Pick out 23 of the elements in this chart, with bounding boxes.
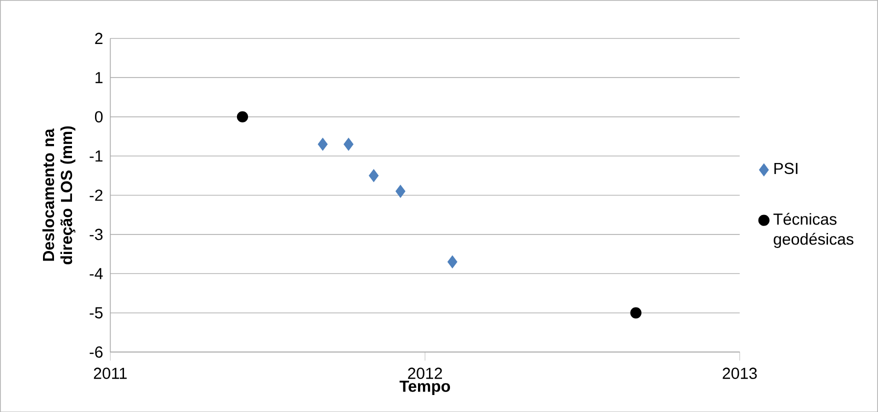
point — [368, 169, 379, 182]
y-tick-label: -5 — [90, 307, 103, 318]
y-tick-label: -6 — [90, 346, 103, 358]
legend-label: Técnicas geodésicas — [773, 212, 854, 248]
y-tick-label: 0 — [94, 110, 103, 122]
point — [318, 138, 328, 150]
legend-label: PSI — [774, 162, 798, 174]
y-axis-title: Deslocamento na direção LOS (mm) — [42, 126, 76, 264]
x-tick-label: 2013 — [722, 367, 757, 379]
y-tick-label: -1 — [90, 150, 102, 162]
point — [344, 138, 354, 150]
x-tick-label: 2011 — [94, 367, 127, 379]
y-tick-label: 2 — [95, 32, 102, 44]
y-tick-label: -2 — [90, 189, 102, 201]
point — [630, 307, 642, 318]
x-axis-title: Tempo — [400, 380, 450, 395]
point — [396, 184, 406, 198]
y-tick-label: 1 — [96, 72, 102, 83]
point — [448, 255, 458, 268]
x-tick-label: 2012 — [408, 367, 442, 379]
point — [236, 111, 248, 122]
y-tick-label: -4 — [90, 268, 103, 279]
y-tick-label: -3 — [90, 228, 103, 240]
